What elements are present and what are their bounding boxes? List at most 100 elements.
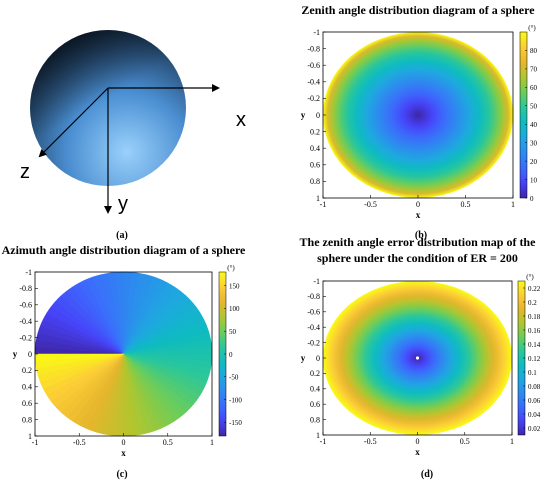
colorbar-unit-b: (°) bbox=[528, 24, 536, 32]
y-tick-label: 1 bbox=[28, 432, 32, 441]
x-tick-label: 0 bbox=[416, 437, 420, 446]
colorbar-tick-label: 10 bbox=[530, 176, 538, 184]
colorbar-tick-label: 100 bbox=[229, 305, 240, 313]
colorbar-tick-label: 0.2 bbox=[528, 299, 537, 307]
y-tick-label: -0.8 bbox=[19, 284, 32, 293]
x-tick-label: 0.5 bbox=[461, 200, 471, 209]
colorbar-unit-c: (°) bbox=[227, 264, 235, 272]
y-tick-label: -0.2 bbox=[19, 333, 32, 342]
y-tick-label: -1 bbox=[313, 28, 320, 37]
x-axis-label-b: x bbox=[416, 210, 421, 220]
caption-d: (d) bbox=[421, 469, 433, 480]
y-tick-label: -1 bbox=[313, 277, 320, 286]
y-axis-label: y bbox=[118, 193, 128, 215]
x-axis-label-c: x bbox=[121, 448, 126, 458]
colorbar-tick-label: 0.12 bbox=[528, 355, 541, 363]
colorbar-tick-label: -50 bbox=[229, 374, 239, 382]
y-tick-label: -0.4 bbox=[19, 317, 32, 326]
y-tick-label: 0.4 bbox=[310, 144, 320, 153]
chart-title-c: Azimuth angle distribution diagram of a … bbox=[2, 243, 246, 257]
colorbar-tick-label: 0.08 bbox=[528, 383, 541, 391]
y-tick-label: -0.6 bbox=[19, 301, 32, 310]
panel-c: Azimuth angle distribution diagram of a … bbox=[2, 243, 246, 458]
y-tick-label: 0.8 bbox=[310, 177, 320, 186]
y-tick-label: 0.2 bbox=[310, 369, 320, 378]
y-tick-label: 0 bbox=[316, 111, 320, 120]
x-tick-label: 0 bbox=[416, 200, 420, 209]
x-tick-label: -1 bbox=[320, 437, 327, 446]
colorbar-tick-label: 0 bbox=[530, 195, 534, 203]
y-tick-label: 0.6 bbox=[310, 161, 320, 170]
colorbar-tick-label: 0.06 bbox=[528, 397, 541, 405]
y-axis-label-b: y bbox=[301, 110, 306, 120]
x-tick-label: 0.5 bbox=[460, 437, 470, 446]
y-tick-label: 0 bbox=[316, 354, 320, 363]
panel-b: Zenith angle distribution diagram of a s… bbox=[301, 3, 538, 220]
x-tick-label: 1 bbox=[510, 437, 514, 446]
colorbar-tick-label: 80 bbox=[530, 47, 538, 55]
y-tick-label: 0.4 bbox=[310, 385, 320, 394]
x-tick-label: -1 bbox=[320, 200, 327, 209]
colorbar-tick-label: 0 bbox=[229, 351, 233, 359]
colorbar-tick-label: -100 bbox=[229, 396, 242, 404]
caption-b: (b) bbox=[415, 230, 427, 241]
x-tick-label: -0.5 bbox=[364, 437, 377, 446]
y-tick-label: 0.6 bbox=[310, 400, 320, 409]
y-tick-label: 0.8 bbox=[310, 415, 320, 424]
y-tick-label: 0.6 bbox=[22, 399, 32, 408]
x-tick-label: 1 bbox=[210, 438, 214, 447]
x-tick-label: -0.5 bbox=[364, 200, 377, 209]
y-tick-label: -0.6 bbox=[307, 308, 320, 317]
colorbar-tick-label: 0.14 bbox=[528, 341, 541, 349]
x-axis-label: x bbox=[236, 109, 246, 131]
colorbar-tick-label: 0.16 bbox=[528, 327, 541, 335]
z-axis-arrow bbox=[38, 87, 109, 158]
x-axis-label-d: x bbox=[415, 447, 420, 457]
panel-a: x y z (a) bbox=[20, 30, 246, 241]
y-tick-label: -0.2 bbox=[307, 94, 320, 103]
x-tick-label: -1 bbox=[32, 438, 39, 447]
chart-title-d-line2: sphere under the condition of ER = 200 bbox=[317, 251, 518, 265]
heatmap-disk-b bbox=[323, 32, 513, 198]
colorbar-tick-label: 0.1 bbox=[528, 369, 537, 377]
colorbar-unit-d: (°) bbox=[526, 273, 534, 281]
y-tick-label: -0.4 bbox=[307, 78, 320, 87]
y-tick-label: -0.6 bbox=[307, 61, 320, 70]
colorbar-tick-label: 40 bbox=[530, 121, 538, 129]
y-tick-label: -0.8 bbox=[307, 292, 320, 301]
y-tick-label: 0.2 bbox=[22, 366, 32, 375]
colorbar-tick-label: 0.22 bbox=[528, 285, 541, 293]
colorbar-tick-label: 50 bbox=[229, 328, 237, 336]
panel-d: The zenith angle error distribution map … bbox=[300, 235, 541, 457]
z-axis-label: z bbox=[20, 161, 30, 183]
x-tick-label: 0.5 bbox=[163, 438, 173, 447]
caption-c: (c) bbox=[116, 469, 127, 480]
colorbar-tick-label: 0.18 bbox=[528, 313, 541, 321]
colorbar-tick-label: 50 bbox=[530, 103, 538, 111]
colorbar-tick-label: 0.04 bbox=[528, 411, 541, 419]
y-axis-label-c: y bbox=[13, 349, 18, 359]
colorbar-tick-label: -150 bbox=[229, 419, 242, 427]
y-tick-label: 1 bbox=[316, 194, 320, 203]
y-tick-label: -0.4 bbox=[307, 323, 320, 332]
x-tick-label: 1 bbox=[511, 200, 515, 209]
y-tick-label: 0 bbox=[28, 350, 32, 359]
y-tick-label: 0.8 bbox=[22, 415, 32, 424]
colorbar-tick-label: 70 bbox=[530, 66, 538, 74]
x-tick-label: -0.5 bbox=[73, 438, 86, 447]
y-axis-label-d: y bbox=[301, 353, 306, 363]
colorbar-b bbox=[519, 31, 528, 199]
heatmap-panels: Zenith angle distribution diagram of a s… bbox=[2, 3, 541, 458]
center-point-d bbox=[415, 356, 420, 360]
y-tick-label: -1 bbox=[25, 268, 32, 277]
colorbar-tick-label: 60 bbox=[530, 84, 538, 92]
caption-a: (a) bbox=[116, 230, 128, 241]
colorbar-tick-label: 0.02 bbox=[528, 425, 541, 433]
y-tick-label: 0.4 bbox=[22, 383, 32, 392]
y-tick-label: -0.8 bbox=[307, 44, 320, 53]
chart-title-d-line1: The zenith angle error distribution map … bbox=[300, 235, 537, 249]
colorbar-tick-label: 20 bbox=[530, 158, 538, 166]
y-tick-label: -0.2 bbox=[307, 338, 320, 347]
x-tick-label: 0 bbox=[122, 438, 126, 447]
